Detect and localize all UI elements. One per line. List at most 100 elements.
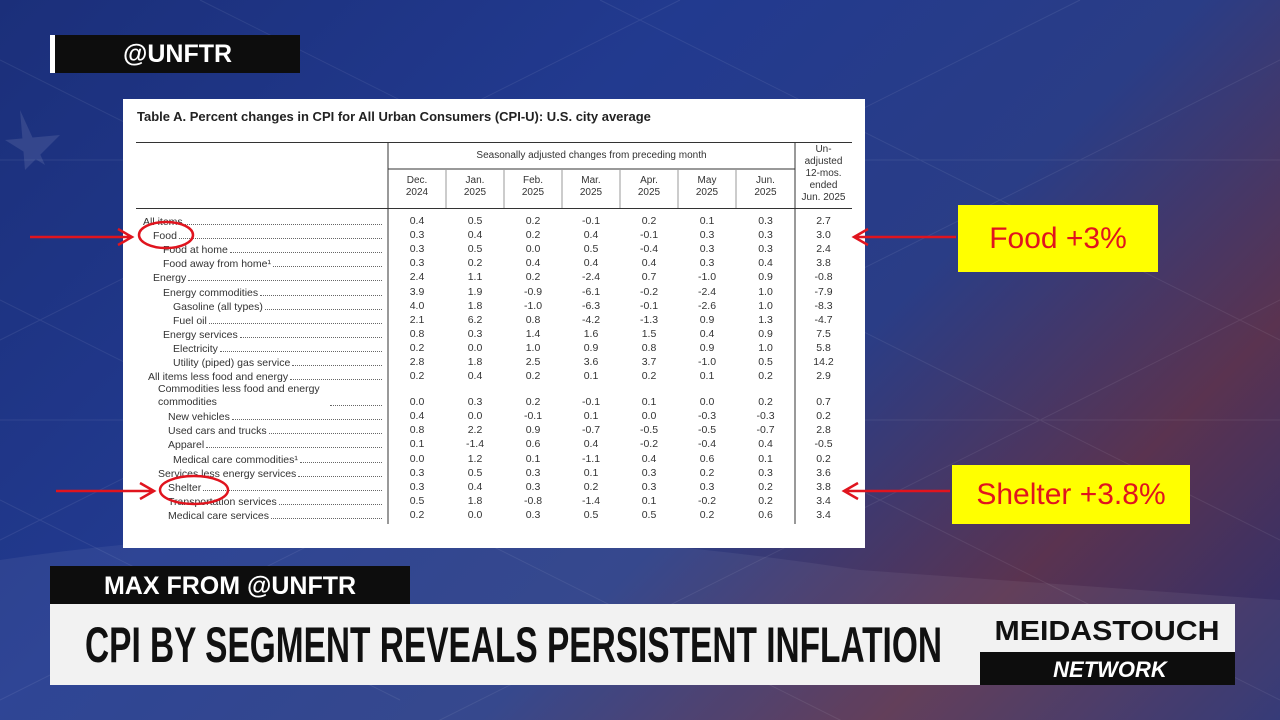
value-cell: 0.5 <box>467 243 483 256</box>
value-cell: 0.4 <box>409 215 425 227</box>
value-cell: 0.4 <box>641 452 657 465</box>
value-cell: 0.1 <box>699 215 715 227</box>
value-cell: -0.7 <box>756 424 775 437</box>
row-label: All items less food and energy <box>148 369 385 383</box>
value-cell: 0.4 <box>583 257 599 270</box>
value-cell: -1.3 <box>639 313 659 326</box>
value-cell: 0.1 <box>525 452 541 465</box>
value-cell: 0.5 <box>409 494 425 507</box>
value-cell: 0.5 <box>467 466 483 479</box>
value-cell: 0.3 <box>467 327 483 340</box>
value-cell: 3.7 <box>641 356 657 368</box>
value-cell: 0.2 <box>758 494 773 507</box>
value-cell: -0.3 <box>756 410 775 423</box>
value-cell: 0.5 <box>641 508 657 521</box>
column-header: 12-mos. <box>805 168 842 179</box>
value-cell: 0.9 <box>699 341 715 354</box>
value-cell: 0.2 <box>758 480 773 493</box>
value-cell: -0.1 <box>523 410 543 423</box>
value-cell: 1.6 <box>583 327 599 340</box>
row-label: Energy <box>153 270 385 284</box>
table-row: Medical care services 0.2 0.0 0.3 0.5 0.5 0.2 0… <box>143 508 853 522</box>
table-row: Shelter 0.3 0.4 0.3 0.2 0.3 0.3 0.2 3.8 <box>143 480 853 494</box>
value-cell: 6.2 <box>467 313 483 326</box>
logo-bottom-svg: NETWORK <box>1053 657 1169 682</box>
row-label: Commodities less food and energy commodi… <box>158 383 385 409</box>
dot-leader <box>270 517 382 519</box>
value-cell: 2.8 <box>816 424 831 437</box>
value-cell: 0.4 <box>467 370 483 383</box>
dot-leader <box>231 419 382 421</box>
dot-leader <box>206 447 382 449</box>
value-cell: -1.0 <box>523 299 543 312</box>
value-cell: -0.8 <box>814 271 833 284</box>
value-cell: 0.9 <box>699 313 715 326</box>
dot-leader <box>278 503 382 505</box>
value-cell: 3.9 <box>409 285 425 298</box>
value-cell: 0.3 <box>525 480 541 493</box>
value-cell: 0.5 <box>758 356 773 368</box>
value-cell: 0.3 <box>641 466 657 479</box>
value-cell: 0.2 <box>525 215 541 227</box>
label-text: Food <box>153 230 177 243</box>
row-label: Medical care services <box>168 508 385 522</box>
value-cell: 0.2 <box>525 396 541 409</box>
value-cell: 0.3 <box>699 229 715 242</box>
label-text: Energy commodities <box>163 286 259 299</box>
value-cell: 0.8 <box>409 424 425 437</box>
value-cell: 0.0 <box>641 410 657 423</box>
value-cell: 14.2 <box>813 356 834 368</box>
value-cell: -2.4 <box>581 271 601 284</box>
dot-leader <box>184 224 382 226</box>
table-header: Seasonally adjusted changes from precedi… <box>136 142 852 209</box>
value-cell: -4.2 <box>581 313 601 326</box>
row-label: Apparel <box>168 437 385 451</box>
value-cell: 0.1 <box>583 410 599 423</box>
value-cell: 0.9 <box>758 327 773 340</box>
table-row: Energy services 0.8 0.3 1.4 1.6 1.5 0.4 0.9 7.5 <box>143 327 853 341</box>
value-cell: -0.1 <box>639 299 659 312</box>
label-text: Commodities less food and energy commodi… <box>158 383 320 409</box>
value-cell: 0.3 <box>409 466 425 479</box>
value-cell: -0.4 <box>639 243 659 256</box>
value-cell: 1.8 <box>467 356 483 368</box>
value-cell: 0.3 <box>641 480 657 493</box>
value-cell: 0.8 <box>525 313 541 326</box>
table-row: Food 0.3 0.4 0.2 0.4 -0.1 0.3 0.3 3.0 <box>143 228 853 242</box>
label-text: Energy <box>153 272 187 285</box>
value-cell: -0.5 <box>814 438 833 451</box>
value-cell: 0.2 <box>758 396 773 409</box>
value-cell: 0.2 <box>583 480 599 493</box>
value-cell: 0.3 <box>467 396 483 409</box>
value-cell: 3.8 <box>816 480 831 493</box>
value-cell: 0.0 <box>409 396 425 409</box>
value-cell: 0.3 <box>758 243 773 256</box>
value-cell: 0.2 <box>525 370 541 383</box>
value-cell: 0.3 <box>699 243 715 256</box>
value-cell: 0.0 <box>467 410 483 423</box>
value-cell: 0.1 <box>409 438 425 451</box>
value-cell: 0.2 <box>816 452 831 465</box>
value-cell: -0.5 <box>697 424 717 437</box>
value-cell: 0.9 <box>525 424 541 437</box>
dot-leader <box>290 379 382 381</box>
row-label: Shelter <box>168 480 385 494</box>
value-cell: 2.5 <box>525 356 541 368</box>
dot-leader <box>178 238 382 240</box>
table-row: Gasoline (all types) 4.0 1.8 -1.0 -6.3 -0.1 -2… <box>143 299 853 313</box>
value-cell: 7.5 <box>816 327 831 340</box>
value-cell: -0.1 <box>581 215 601 227</box>
column-header: Dec. <box>406 175 428 186</box>
value-cell: -0.5 <box>639 424 659 437</box>
label-text: Used cars and trucks <box>168 425 267 438</box>
handle-tag: @UNFTR <box>50 35 300 73</box>
value-cell: 0.4 <box>758 438 773 451</box>
value-cell: 0.3 <box>758 229 773 242</box>
value-cell: 2.4 <box>409 271 425 284</box>
value-cell: 0.4 <box>525 257 541 270</box>
value-cell: 3.6 <box>816 466 831 479</box>
value-cell: 1.1 <box>467 271 483 284</box>
value-cell: 0.4 <box>467 480 483 493</box>
value-cell: 2.9 <box>816 370 831 383</box>
row-label: Food away from home¹ <box>163 256 385 270</box>
